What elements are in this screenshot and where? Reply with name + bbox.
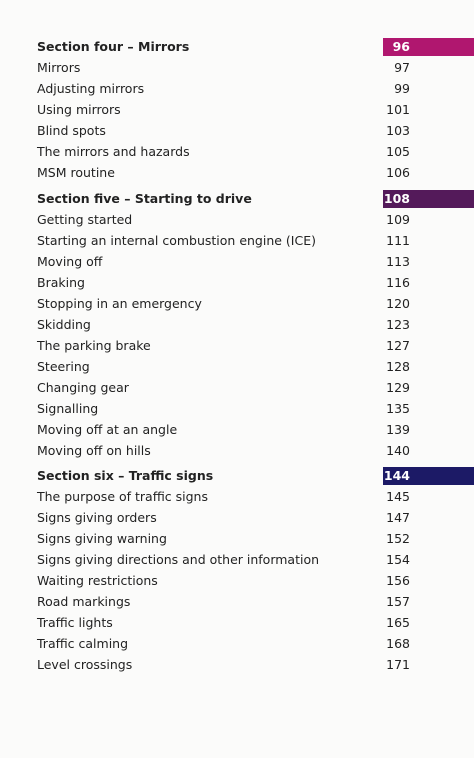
entry-title: Using mirrors [37,102,121,117]
toc-entry: Stopping in an emergency 120 [0,294,474,315]
toc-entry: Traffic lights 165 [0,613,474,634]
entry-title: Changing gear [37,380,129,395]
toc-entry: Signs giving directions and other inform… [0,550,474,571]
toc-entry: Signs giving warning 152 [0,529,474,550]
entry-page: 99 [394,81,410,96]
entry-title: Stopping in an emergency [37,296,202,311]
toc-entry: Changing gear 129 [0,378,474,399]
entry-title: The parking brake [37,338,151,353]
entry-title: Moving off on hills [37,443,151,458]
entry-title: Level crossings [37,657,133,672]
toc-entry: Getting started 109 [0,210,474,231]
section-page: 108 [383,191,410,206]
entry-title: Road markings [37,594,131,609]
entry-title: Moving off [37,254,103,269]
entry-page: 152 [386,531,410,546]
toc-entry: Traffic calming 168 [0,634,474,655]
section-header: Section five – Starting to drive 108 [0,189,474,210]
entry-page: 105 [386,144,410,159]
entry-page: 157 [386,594,410,609]
entry-title: Getting started [37,212,133,227]
section-header: Section four – Mirrors 96 [0,37,474,58]
toc-entry: Moving off on hills 140 [0,441,474,462]
entry-title: Mirrors [37,60,81,75]
entry-title: Adjusting mirrors [37,81,145,96]
toc-entry: Signalling 135 [0,399,474,420]
entry-page: 171 [386,657,410,672]
entry-page: 101 [386,102,410,117]
entry-page: 145 [386,489,410,504]
entry-title: Traffic calming [37,636,129,651]
toc-entry: Signs giving orders 147 [0,508,474,529]
entry-page: 120 [386,296,410,311]
toc-entry: The parking brake 127 [0,336,474,357]
toc-entry: Skidding 123 [0,315,474,336]
entry-title: The mirrors and hazards [37,144,190,159]
page-badge [383,467,474,485]
entry-title: Signs giving orders [37,510,157,525]
entry-page: 128 [386,359,410,374]
toc-entry: Waiting restrictions 156 [0,571,474,592]
toc-entry: The mirrors and hazards 105 [0,142,474,163]
toc-entry: Level crossings 171 [0,655,474,676]
entry-page: 140 [386,443,410,458]
page-badge [383,190,474,208]
toc-entry: Steering 128 [0,357,474,378]
entry-page: 165 [386,615,410,630]
entry-page: 103 [386,123,410,138]
entry-title: Steering [37,359,90,374]
entry-page: 113 [386,254,410,269]
entry-page: 168 [386,636,410,651]
toc-entry: Using mirrors 101 [0,100,474,121]
entry-page: 156 [386,573,410,588]
entry-title: Blind spots [37,123,106,138]
section-title: Section four – Mirrors [37,39,190,54]
entry-title: Signs giving warning [37,531,167,546]
toc-entry: Moving off 113 [0,252,474,273]
page-badge [383,38,474,56]
toc-entry: Mirrors 97 [0,58,474,79]
entry-title: Starting an internal combustion engine (… [37,233,316,248]
entry-title: Braking [37,275,85,290]
entry-page: 135 [386,401,410,416]
section-page: 144 [383,468,410,483]
entry-title: Skidding [37,317,91,332]
entry-page: 147 [386,510,410,525]
entry-page: 127 [386,338,410,353]
toc-entry: The purpose of traffic signs 145 [0,487,474,508]
entry-page: 97 [394,60,410,75]
entry-page: 154 [386,552,410,567]
entry-title: Traffic lights [37,615,113,630]
entry-page: 139 [386,422,410,437]
section-title: Section five – Starting to drive [37,191,252,206]
toc-entry: Blind spots 103 [0,121,474,142]
toc-entry: Road markings 157 [0,592,474,613]
entry-title: Signalling [37,401,99,416]
entry-title: Waiting restrictions [37,573,158,588]
section-header: Section six – Traffic signs 144 [0,466,474,487]
toc-entry: Braking 116 [0,273,474,294]
entry-page: 116 [386,275,410,290]
entry-title: The purpose of traffic signs [37,489,208,504]
section-title: Section six – Traffic signs [37,468,214,483]
entry-title: Moving off at an angle [37,422,178,437]
entry-title: Signs giving directions and other inform… [37,552,320,567]
toc-entry: Moving off at an angle 139 [0,420,474,441]
entry-page: 123 [386,317,410,332]
entry-page: 129 [386,380,410,395]
toc-entry: Starting an internal combustion engine (… [0,231,474,252]
entry-title: MSM routine [37,165,115,180]
section-page: 96 [392,39,410,54]
toc-entry: Adjusting mirrors 99 [0,79,474,100]
entry-page: 109 [386,212,410,227]
toc-entry: MSM routine 106 [0,163,474,184]
entry-page: 106 [386,165,410,180]
entry-page: 111 [386,233,410,248]
